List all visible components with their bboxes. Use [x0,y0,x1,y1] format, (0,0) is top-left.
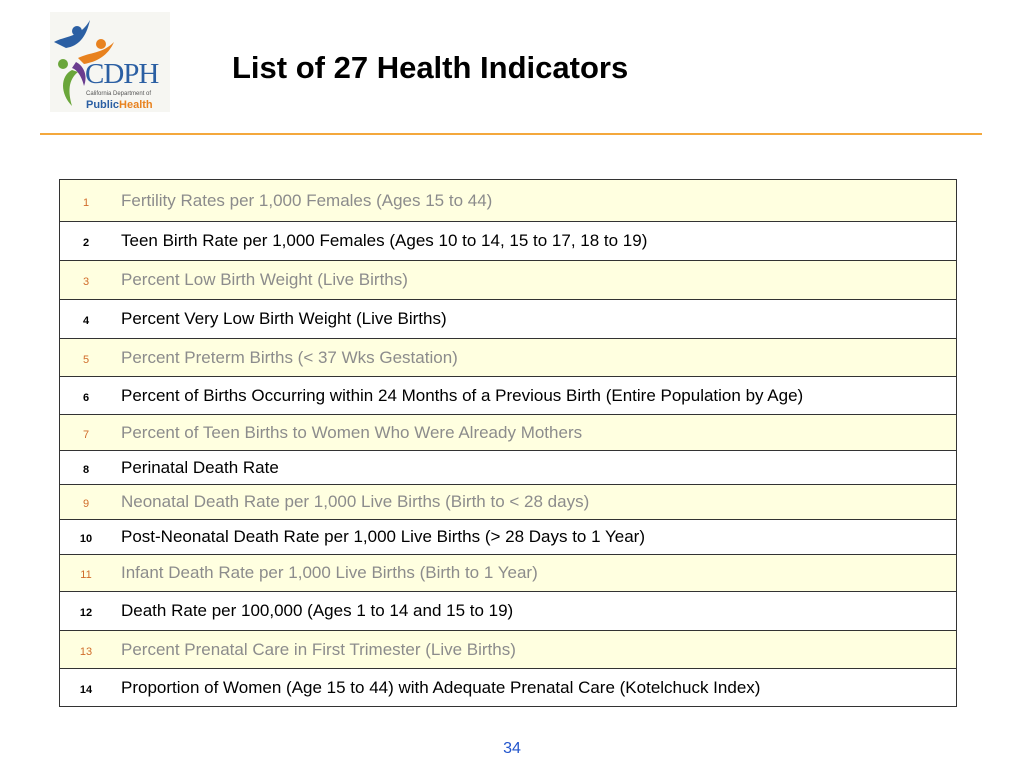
indicator-label: Teen Birth Rate per 1,000 Females (Ages … [112,221,957,261]
indicator-label: Fertility Rates per 1,000 Females (Ages … [112,179,957,222]
indicator-number: 4 [59,299,112,339]
logo-abbreviation: CDPH [85,58,159,90]
indicator-row: 1 Fertility Rates per 1,000 Females (Ages… [59,179,957,222]
indicator-label: Percent Very Low Birth Weight (Live Birt… [112,299,957,339]
indicator-row: 10 Post-Neonatal Death Rate per 1,000 Liv… [59,519,957,555]
indicator-label: Percent Low Birth Weight (Live Births) [112,260,957,300]
indicator-label: Post-Neonatal Death Rate per 1,000 Live … [112,519,957,555]
indicator-label: Perinatal Death Rate [112,450,957,485]
indicator-row: 4 Percent Very Low Birth Weight (Live Bir… [59,299,957,339]
indicator-number: 11 [59,554,112,592]
indicator-row: 6 Percent of Births Occurring within 24 M… [59,376,957,415]
indicator-label: Infant Death Rate per 1,000 Live Births … [112,554,957,592]
indicator-number: 6 [59,376,112,415]
logo-department-text: California Department of [86,91,152,97]
indicator-number: 8 [59,450,112,485]
page-number: 34 [503,740,521,757]
indicator-number: 9 [59,484,112,520]
indicator-row: 8 Perinatal Death Rate [59,450,957,485]
indicator-row: 7 Percent of Teen Births to Women Who Wer… [59,414,957,451]
indicator-number: 1 [59,179,112,222]
indicators-table-body: 1 Fertility Rates per 1,000 Females (Ages… [59,179,957,707]
slide-title: List of 27 Health Indicators [232,50,629,85]
indicator-number: 14 [59,668,112,707]
indicator-label: Percent Preterm Births (< 37 Wks Gestati… [112,338,957,377]
indicators-table: 1 Fertility Rates per 1,000 Females (Ages… [59,179,957,707]
indicator-row: 13 Percent Prenatal Care in First Trimest… [59,630,957,669]
title-divider [40,133,982,135]
indicator-number: 7 [59,414,112,451]
indicator-row: 9 Neonatal Death Rate per 1,000 Live Birt… [59,484,957,520]
indicator-row: 11 Infant Death Rate per 1,000 Live Birth… [59,554,957,592]
indicator-label: Percent of Births Occurring within 24 Mo… [112,376,957,415]
indicator-label: Percent Prenatal Care in First Trimester… [112,630,957,669]
indicator-label: Proportion of Women (Age 15 to 44) with … [112,668,957,707]
indicator-label: Percent of Teen Births to Women Who Were… [112,414,957,451]
logo-public-health: PublicHealth [86,99,153,111]
indicator-number: 2 [59,221,112,261]
indicator-label: Death Rate per 100,000 (Ages 1 to 14 and… [112,591,957,631]
indicator-number: 13 [59,630,112,669]
logo-public-text: Public [86,99,120,111]
indicator-label: Neonatal Death Rate per 1,000 Live Birth… [112,484,957,520]
indicator-row: 2 Teen Birth Rate per 1,000 Females (Ages… [59,221,957,261]
indicator-number: 12 [59,591,112,631]
indicator-row: 12 Death Rate per 100,000 (Ages 1 to 14 a… [59,591,957,631]
logo-health-text: Health [119,99,153,111]
indicator-row: 14 Proportion of Women (Age 15 to 44) wit… [59,668,957,707]
indicator-number: 10 [59,519,112,555]
indicator-row: 5 Percent Preterm Births (< 37 Wks Gestat… [59,338,957,377]
indicator-number: 5 [59,338,112,377]
cdph-logo: CDPH California Department of PublicHeal… [50,12,170,112]
cdph-figures-icon [54,20,114,106]
indicator-number: 3 [59,260,112,300]
indicator-row: 3 Percent Low Birth Weight (Live Births) [59,260,957,300]
